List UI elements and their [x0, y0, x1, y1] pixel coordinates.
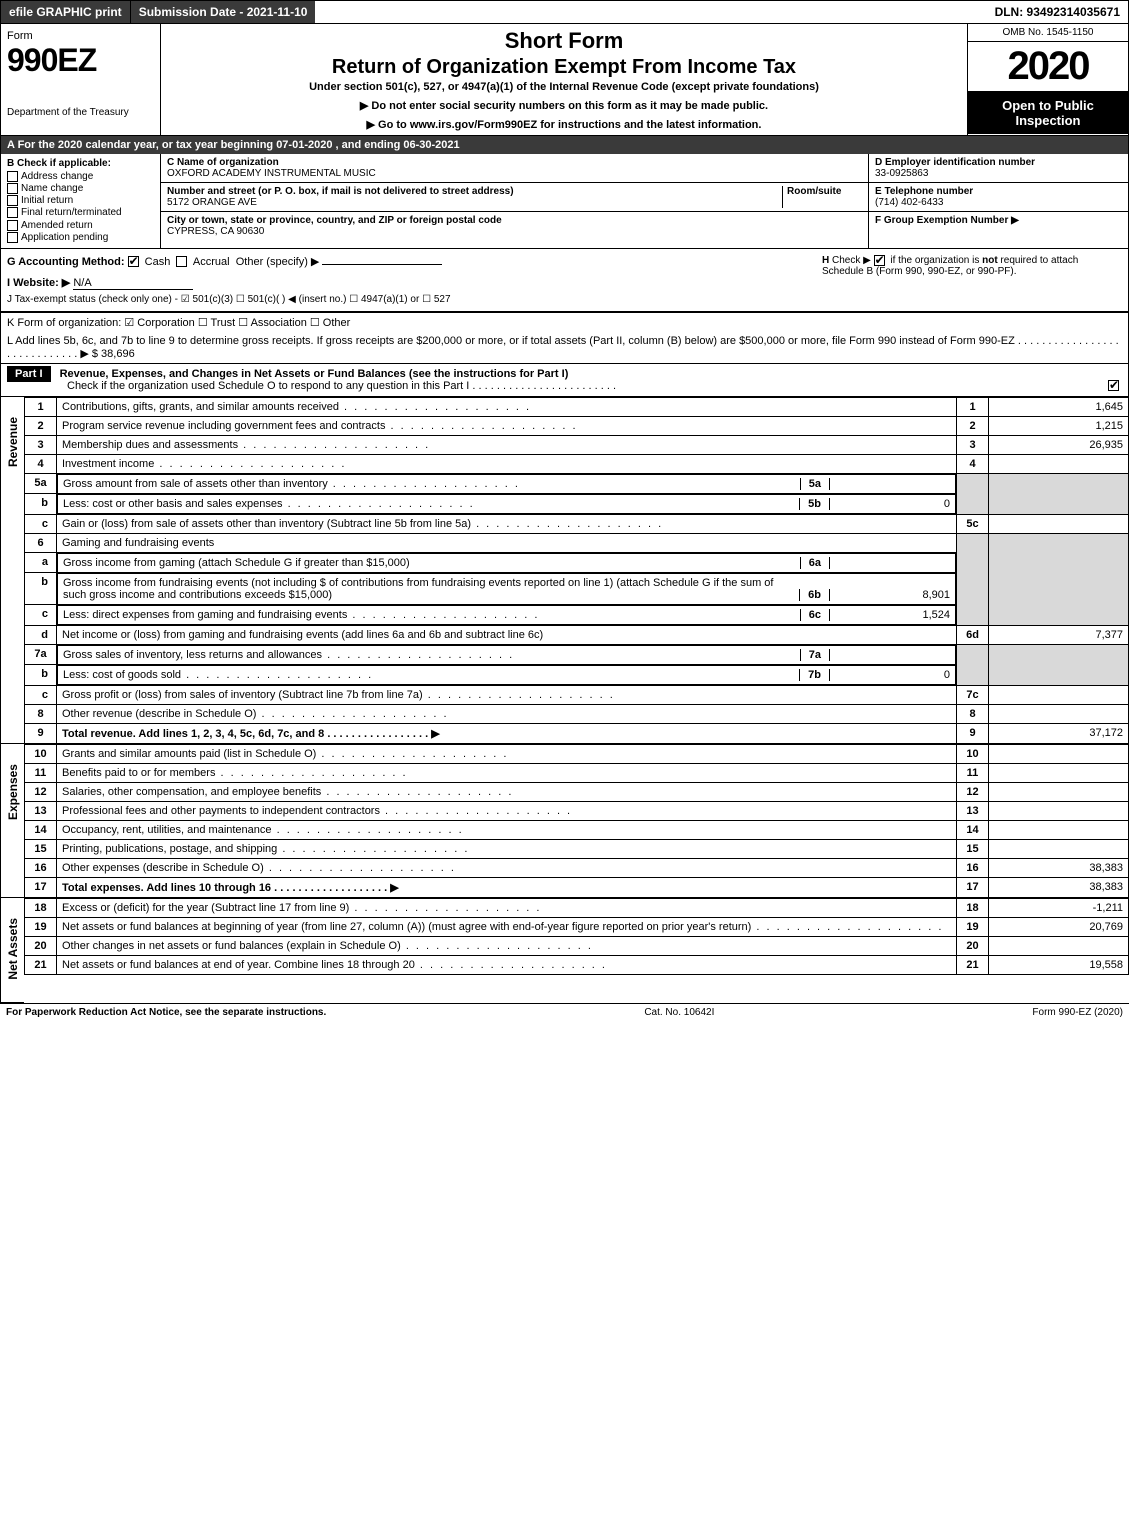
room-label: Room/suite [787, 186, 862, 197]
phone: (714) 402-6433 [875, 197, 943, 208]
group-exemption-label: F Group Exemption Number ▶ [875, 215, 1122, 226]
box-b: B Check if applicable: Address change Na… [1, 154, 161, 248]
phone-label: E Telephone number [875, 186, 1122, 197]
form-number: 990EZ [7, 42, 154, 79]
revenue-table: 1Contributions, gifts, grants, and simil… [24, 397, 1129, 744]
chk-cash[interactable] [128, 256, 139, 267]
note-link[interactable]: ▶ Go to www.irs.gov/Form990EZ for instru… [165, 118, 963, 131]
amt-10 [989, 744, 1129, 763]
ein: 33-0925863 [875, 168, 928, 179]
page-footer: For Paperwork Reduction Act Notice, see … [0, 1003, 1129, 1021]
amt-14 [989, 820, 1129, 839]
amt-21: 19,558 [989, 955, 1129, 974]
part1-tag: Part I [7, 366, 51, 382]
department: Department of the Treasury [7, 107, 154, 118]
form-subtitle: Under section 501(c), 527, or 4947(a)(1)… [165, 81, 963, 93]
box-b-header: B Check if applicable: [7, 158, 154, 169]
org-name: OXFORD ACADEMY INSTRUMENTAL MUSIC [167, 168, 376, 179]
expenses-table: 10Grants and similar amounts paid (list … [24, 744, 1129, 898]
entity-block: B Check if applicable: Address change Na… [0, 154, 1129, 249]
amt-17: 38,383 [989, 877, 1129, 897]
submission-date: Submission Date - 2021-11-10 [131, 1, 316, 23]
note-ssn: ▶ Do not enter social security numbers o… [165, 99, 963, 112]
open-to-public: Open to Public Inspection [968, 92, 1128, 134]
line-l: L Add lines 5b, 6c, and 7b to line 9 to … [0, 332, 1129, 364]
omb-number: OMB No. 1545-1150 [968, 24, 1128, 42]
amt-12 [989, 782, 1129, 801]
val-7b: 0 [830, 669, 950, 681]
amt-6d: 7,377 [989, 625, 1129, 644]
ein-label: D Employer identification number [875, 157, 1122, 168]
val-6a [830, 557, 950, 569]
form-word: Form [7, 30, 154, 42]
amt-18: -1,211 [989, 898, 1129, 917]
part1-header: Part I Revenue, Expenses, and Changes in… [0, 364, 1129, 397]
chk-initial-return[interactable]: Initial return [7, 195, 154, 206]
footer-left: For Paperwork Reduction Act Notice, see … [6, 1007, 326, 1018]
chk-accrual[interactable] [176, 256, 187, 267]
amt-16: 38,383 [989, 858, 1129, 877]
val-6b: 8,901 [830, 589, 950, 601]
amt-13 [989, 801, 1129, 820]
amt-7c [989, 685, 1129, 704]
amt-8 [989, 704, 1129, 723]
chk-schedule-b[interactable] [874, 255, 885, 266]
chk-name-change[interactable]: Name change [7, 183, 154, 194]
street: 5172 ORANGE AVE [167, 197, 257, 208]
val-6c: 1,524 [830, 609, 950, 621]
org-name-label: C Name of organization [167, 157, 862, 168]
chk-application-pending[interactable]: Application pending [7, 232, 154, 243]
g-h-block: G Accounting Method: Cash Accrual Other … [0, 249, 1129, 312]
netassets-section: Net Assets 18Excess or (deficit) for the… [0, 898, 1129, 1004]
amt-20 [989, 936, 1129, 955]
footer-catno: Cat. No. 10642I [644, 1007, 714, 1018]
efile-print-button[interactable]: efile GRAPHIC print [1, 1, 131, 23]
val-5a [830, 478, 950, 490]
footer-formref: Form 990-EZ (2020) [1032, 1007, 1123, 1018]
box-c: C Name of organization OXFORD ACADEMY IN… [161, 154, 868, 248]
amt-15 [989, 839, 1129, 858]
revenue-section: Revenue 1Contributions, gifts, grants, a… [0, 397, 1129, 744]
amt-5c [989, 514, 1129, 533]
line-k: K Form of organization: ☑ Corporation ☐ … [0, 312, 1129, 332]
netassets-table: 18Excess or (deficit) for the year (Subt… [24, 898, 1129, 975]
part1-title: Revenue, Expenses, and Changes in Net As… [60, 368, 569, 380]
part1-sub: Check if the organization used Schedule … [67, 380, 616, 392]
line-j: J Tax-exempt status (check only one) - ☑… [7, 294, 822, 305]
chk-amended-return[interactable]: Amended return [7, 220, 154, 231]
line-h: H Check ▶ if the organization is not req… [822, 255, 1122, 305]
top-bar: efile GRAPHIC print Submission Date - 20… [0, 0, 1129, 24]
val-5b: 0 [830, 498, 950, 510]
form-header: Form 990EZ Department of the Treasury Sh… [0, 24, 1129, 136]
tax-year: 2020 [968, 42, 1128, 92]
website-value: N/A [73, 277, 193, 290]
line-i: I Website: ▶ N/A [7, 276, 822, 290]
expenses-section: Expenses 10Grants and similar amounts pa… [0, 744, 1129, 898]
form-title: Return of Organization Exempt From Incom… [165, 56, 963, 79]
amt-2: 1,215 [989, 416, 1129, 435]
tax-period: A For the 2020 calendar year, or tax yea… [0, 136, 1129, 154]
expenses-side-label: Expenses [6, 744, 20, 840]
other-specify-input[interactable] [322, 264, 442, 265]
amt-9: 37,172 [989, 723, 1129, 743]
amt-4 [989, 454, 1129, 473]
chk-final-return[interactable]: Final return/terminated [7, 207, 154, 218]
val-7a [830, 649, 950, 661]
amt-1: 1,645 [989, 397, 1129, 416]
revenue-side-label: Revenue [6, 397, 20, 487]
city: CYPRESS, CA 90630 [167, 226, 264, 237]
street-label: Number and street (or P. O. box, if mail… [167, 186, 782, 197]
netassets-side-label: Net Assets [6, 898, 20, 1000]
chk-schedule-o[interactable] [1108, 380, 1119, 391]
amt-3: 26,935 [989, 435, 1129, 454]
dln: DLN: 93492314035671 [987, 1, 1128, 23]
amt-11 [989, 763, 1129, 782]
chk-address-change[interactable]: Address change [7, 171, 154, 182]
short-form-label: Short Form [165, 28, 963, 54]
line-g: G Accounting Method: Cash Accrual Other … [7, 255, 822, 268]
gross-receipts: 38,696 [101, 348, 135, 360]
city-label: City or town, state or province, country… [167, 215, 862, 226]
amt-19: 20,769 [989, 917, 1129, 936]
